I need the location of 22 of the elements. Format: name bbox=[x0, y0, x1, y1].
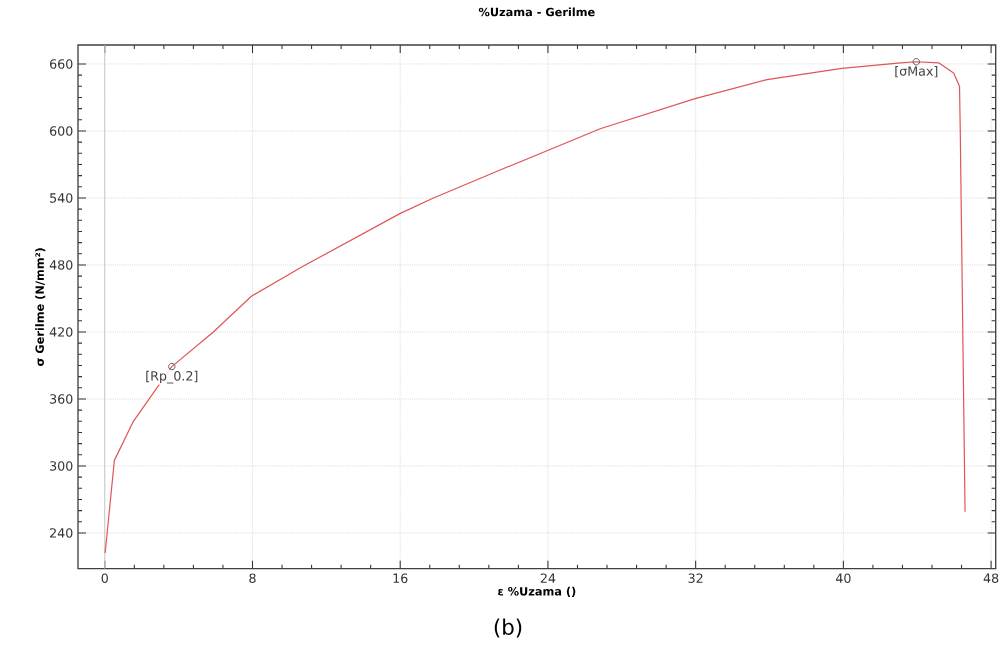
x-tick-label: 40 bbox=[835, 573, 851, 583]
text: (b) bbox=[494, 618, 522, 638]
y-tick-label: 480 bbox=[49, 260, 73, 270]
y-tick-label: 240 bbox=[50, 528, 73, 538]
x-tick-label: 48 bbox=[983, 573, 999, 583]
chart-title: %Uzama - Gerilme bbox=[478, 7, 595, 17]
y-tick-label: 660 bbox=[49, 59, 73, 69]
y-tick-label: 540 bbox=[50, 193, 73, 203]
x-tick-label: 8 bbox=[249, 573, 256, 583]
y-tick-label: 600 bbox=[49, 126, 73, 136]
line-series bbox=[104, 61, 966, 554]
x-tick-label: 16 bbox=[393, 573, 408, 583]
y-tick-label: 420 bbox=[49, 327, 73, 337]
y-tick-label: 300 bbox=[50, 461, 73, 471]
x-tick-label: 32 bbox=[688, 573, 703, 583]
x-tick-label: 24 bbox=[540, 573, 556, 583]
annotation: [σMax] bbox=[895, 66, 938, 78]
x-tick-label: 0 bbox=[101, 573, 108, 583]
annotation: [Rp_0.2] bbox=[146, 370, 198, 384]
y-tick-label: 360 bbox=[50, 394, 73, 404]
y-axis-title: σ Gerilme (N/mm²) bbox=[35, 248, 46, 366]
x-axis-title: ε %Uzama () bbox=[498, 586, 576, 597]
